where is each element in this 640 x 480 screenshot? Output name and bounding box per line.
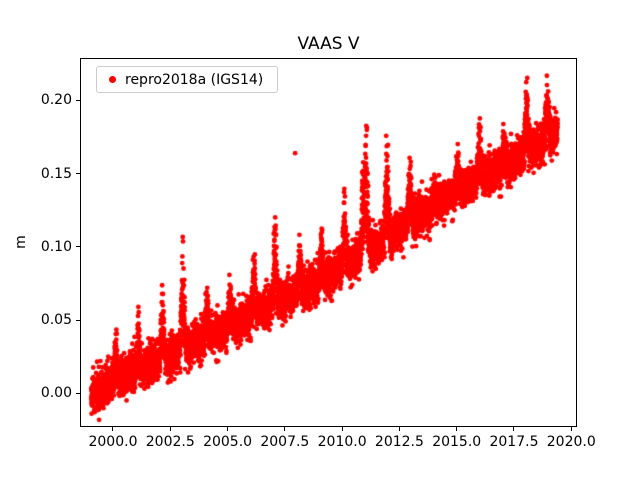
x-tick-mark <box>112 427 114 431</box>
x-tick-mark <box>456 427 458 431</box>
y-tick-mark <box>76 319 80 321</box>
chart-title: VAAS V <box>297 34 360 54</box>
y-tick-mark <box>76 392 80 394</box>
x-tick-mark <box>227 427 229 431</box>
y-tick-label: 0.00 <box>40 385 72 402</box>
y-tick-mark <box>76 246 80 248</box>
x-tick-label: 2015.0 <box>432 434 482 450</box>
x-tick-label: 2012.5 <box>374 434 424 450</box>
y-tick-label: 0.05 <box>40 312 72 329</box>
x-tick-label: 2005.0 <box>203 434 253 450</box>
y-tick-label: 0.10 <box>40 238 72 255</box>
y-tick-label: 0.20 <box>40 92 72 109</box>
x-tick-label: 2007.5 <box>260 434 310 450</box>
x-tick-mark <box>341 427 343 431</box>
x-tick-mark <box>169 427 171 431</box>
y-tick-mark <box>76 99 80 101</box>
legend-marker-icon <box>109 76 116 83</box>
x-tick-mark <box>398 427 400 431</box>
x-tick-mark <box>513 427 515 431</box>
legend: repro2018a (IGS14) <box>96 66 279 93</box>
x-tick-label: 2020.0 <box>546 434 596 450</box>
x-tick-label: 2010.0 <box>317 434 367 450</box>
x-tick-label: 2017.5 <box>489 434 539 450</box>
x-tick-label: 2002.5 <box>145 434 195 450</box>
y-tick-label: 0.15 <box>40 165 72 182</box>
y-tick-mark <box>76 173 80 175</box>
legend-label: repro2018a (IGS14) <box>125 71 264 88</box>
x-tick-mark <box>284 427 286 431</box>
x-tick-mark <box>570 427 572 431</box>
scatter-canvas <box>80 58 577 427</box>
x-tick-label: 2000.0 <box>88 434 138 450</box>
